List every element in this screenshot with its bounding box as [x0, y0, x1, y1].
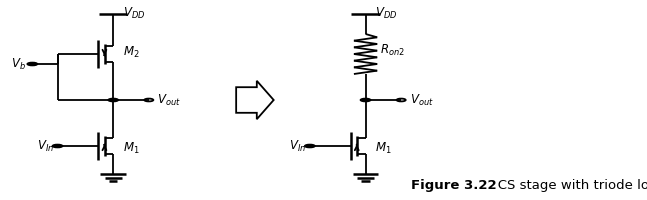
- Text: $V_{In}$: $V_{In}$: [37, 138, 54, 154]
- Text: $V_b$: $V_b$: [11, 56, 26, 72]
- Circle shape: [360, 98, 371, 102]
- Text: $V_{out}$: $V_{out}$: [410, 92, 433, 108]
- Text: $M_1$: $M_1$: [123, 140, 140, 156]
- Text: $V_{DD}$: $V_{DD}$: [375, 6, 398, 21]
- Text: $V_{out}$: $V_{out}$: [157, 92, 181, 108]
- Polygon shape: [236, 81, 274, 119]
- Circle shape: [27, 62, 38, 66]
- Text: $V_{In}$: $V_{In}$: [289, 138, 307, 154]
- Text: $M_2$: $M_2$: [123, 44, 140, 60]
- Circle shape: [52, 144, 63, 148]
- Text: CS stage with triode load.: CS stage with triode load.: [485, 179, 647, 192]
- Circle shape: [108, 98, 118, 102]
- Circle shape: [305, 144, 315, 148]
- Text: Figure 3.22: Figure 3.22: [411, 179, 496, 192]
- Text: $V_{DD}$: $V_{DD}$: [123, 6, 146, 21]
- Text: $R_{on2}$: $R_{on2}$: [380, 42, 404, 58]
- Text: $M_1$: $M_1$: [375, 140, 392, 156]
